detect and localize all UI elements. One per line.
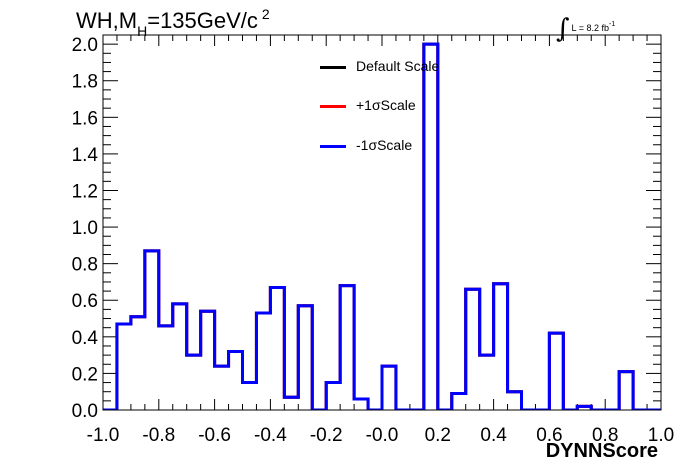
title-main-text: WH,M bbox=[76, 8, 138, 33]
plot-frame bbox=[102, 34, 662, 411]
y-tick-label: 1.4 bbox=[72, 145, 99, 166]
y-tick-label: 0.8 bbox=[72, 255, 98, 276]
legend-label-plus: +1σScale bbox=[356, 97, 416, 113]
x-tick-label: 0.8 bbox=[592, 425, 618, 446]
x-tick-label: -1.0 bbox=[87, 425, 120, 446]
axis-tick-labels: -1.0 -0.8 -0.6 -0.4 -0.2 -0.0 0.2 0.4 0.6 0.8 1.0 0… bbox=[72, 35, 675, 446]
series-minus-1sigma bbox=[103, 42, 661, 410]
lumi-superscript: -1 bbox=[609, 21, 616, 28]
legend-line-default bbox=[320, 66, 346, 69]
histogram-series bbox=[103, 42, 661, 410]
legend-label-default: Default Scale bbox=[356, 58, 440, 74]
title-rest-text: =135GeV/c bbox=[147, 8, 258, 33]
integral-symbol: ∫ bbox=[556, 14, 570, 44]
x-tick-label: -0.4 bbox=[254, 425, 287, 446]
x-tick-label: 1.0 bbox=[648, 425, 674, 446]
y-tick-label: 0.0 bbox=[72, 401, 98, 422]
x-axis-label: DYNNScore bbox=[545, 440, 658, 462]
lumi-text: L = 8.2 fb bbox=[571, 23, 609, 33]
y-tick-label: 2.0 bbox=[72, 35, 98, 56]
x-tick-label: -0.2 bbox=[310, 425, 343, 446]
x-tick-label: -0.0 bbox=[366, 425, 399, 446]
legend-line-minus bbox=[320, 145, 346, 148]
title-superscript: 2 bbox=[261, 6, 270, 22]
y-tick-label: 1.2 bbox=[72, 181, 98, 202]
y-tick-label: 1.6 bbox=[72, 108, 98, 129]
x-tick-label: 0.2 bbox=[425, 425, 451, 446]
x-tick-label: 0.4 bbox=[480, 425, 507, 446]
y-tick-label: 0.2 bbox=[72, 364, 98, 385]
y-tick-label: 1.8 bbox=[72, 72, 98, 93]
x-tick-label: -0.6 bbox=[198, 425, 231, 446]
y-tick-label: 1.0 bbox=[72, 218, 98, 239]
x-tick-label: 0.6 bbox=[536, 425, 562, 446]
y-tick-label: 0.6 bbox=[72, 291, 98, 312]
chart-title: WH,MH=135GeV/c 2 bbox=[76, 6, 270, 39]
title-subscript: H bbox=[137, 23, 148, 39]
legend-label-minus: -1σScale bbox=[356, 137, 413, 153]
luminosity-label: ∫ L = 8.2 fb-1 bbox=[556, 8, 616, 44]
x-tick-label: -0.8 bbox=[142, 425, 175, 446]
legend-line-plus bbox=[320, 105, 346, 108]
y-tick-label: 0.4 bbox=[72, 328, 99, 349]
